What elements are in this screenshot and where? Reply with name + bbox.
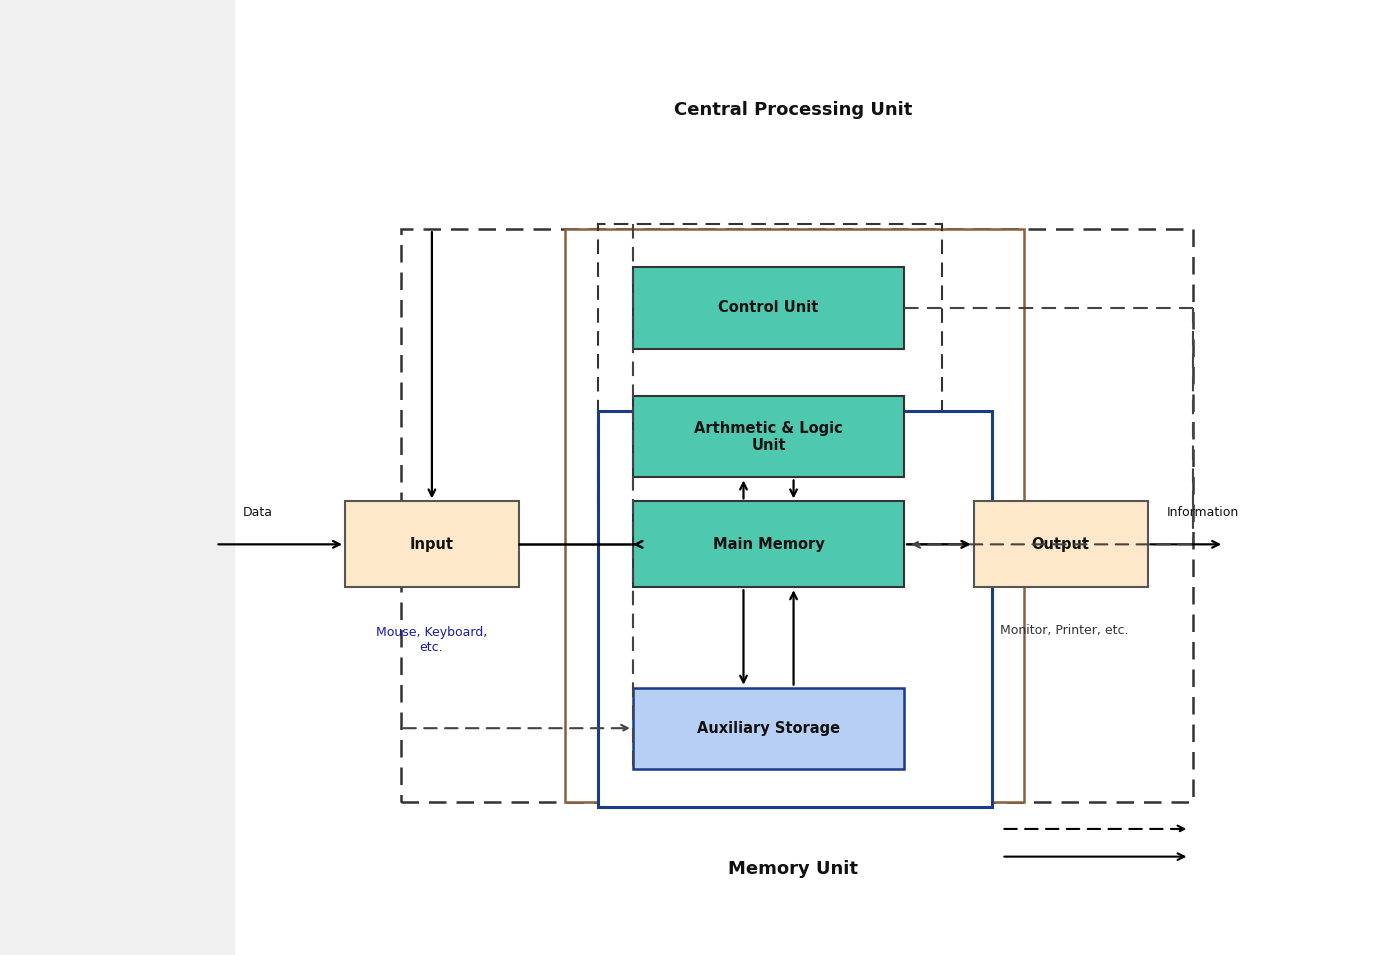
FancyBboxPatch shape — [974, 501, 1148, 587]
FancyBboxPatch shape — [633, 267, 904, 349]
Text: Output: Output — [1032, 537, 1089, 552]
Text: Mouse, Keyboard,
etc.: Mouse, Keyboard, etc. — [376, 626, 487, 654]
Text: Input: Input — [410, 537, 453, 552]
Text: Memory Unit: Memory Unit — [727, 860, 858, 878]
FancyBboxPatch shape — [345, 501, 519, 587]
Text: Auxiliary Storage: Auxiliary Storage — [697, 721, 840, 735]
FancyBboxPatch shape — [633, 688, 904, 769]
Text: Information: Information — [1167, 505, 1239, 519]
FancyBboxPatch shape — [598, 411, 992, 807]
FancyBboxPatch shape — [633, 501, 904, 587]
Text: Data: Data — [242, 505, 273, 519]
Text: Main Memory: Main Memory — [712, 537, 825, 552]
FancyBboxPatch shape — [565, 229, 1024, 802]
Text: Control Unit: Control Unit — [718, 301, 819, 315]
Text: Monitor, Printer, etc.: Monitor, Printer, etc. — [1000, 624, 1128, 637]
FancyBboxPatch shape — [633, 396, 904, 478]
Bar — [0, 0, 234, 955]
Text: Central Processing Unit: Central Processing Unit — [673, 101, 912, 118]
Text: Arthmetic & Logic
Unit: Arthmetic & Logic Unit — [694, 421, 843, 453]
